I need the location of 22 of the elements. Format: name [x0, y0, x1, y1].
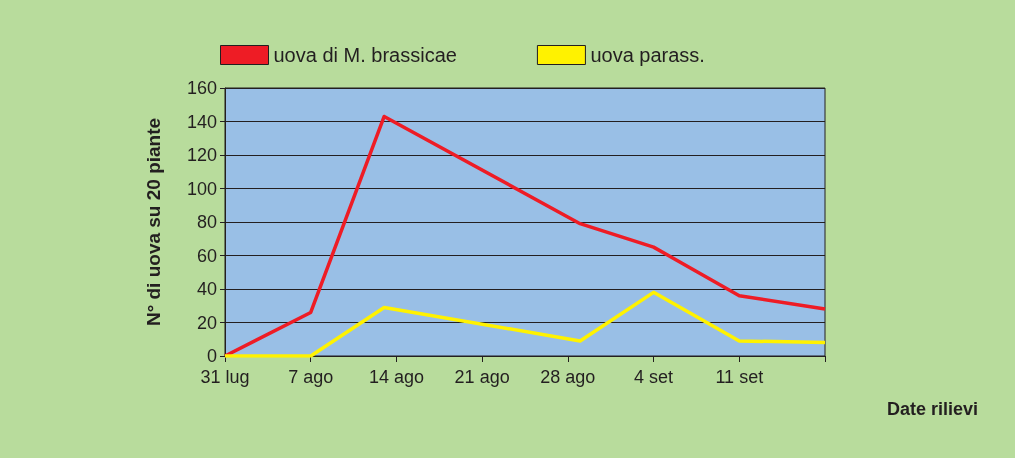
x-axis-title: Date rilievi: [886, 399, 978, 419]
legend-label: uova di M. brassicae: [273, 44, 457, 66]
x-tick-label: 21 ago: [454, 367, 510, 387]
y-tick-label: 40: [196, 279, 217, 299]
x-tick-label: 14 ago: [368, 367, 424, 387]
line-series: [223, 290, 827, 358]
x-tick-label: 31 lug: [200, 367, 250, 387]
y-tick-label: 100: [186, 178, 217, 199]
y-tick-label: 60: [196, 245, 217, 266]
x-tick-label: 4 set: [634, 367, 674, 387]
x-tick-label: 7 ago: [288, 367, 334, 387]
y-tick-label: 140: [186, 111, 217, 132]
y-tick-label: 120: [186, 145, 217, 165]
line-series: [223, 114, 827, 358]
x-tick-label: 11 set: [715, 367, 764, 387]
y-tick-label: 160: [186, 78, 217, 98]
y-tick-label: 80: [196, 212, 217, 232]
y-axis-title: N° di uova su 20 piante: [143, 117, 164, 327]
y-tick-label: 20: [196, 312, 217, 333]
legend-label: uova parass.: [590, 44, 705, 66]
y-tick-label: 0: [206, 346, 217, 366]
x-tick-label: 28 ago: [540, 367, 596, 387]
